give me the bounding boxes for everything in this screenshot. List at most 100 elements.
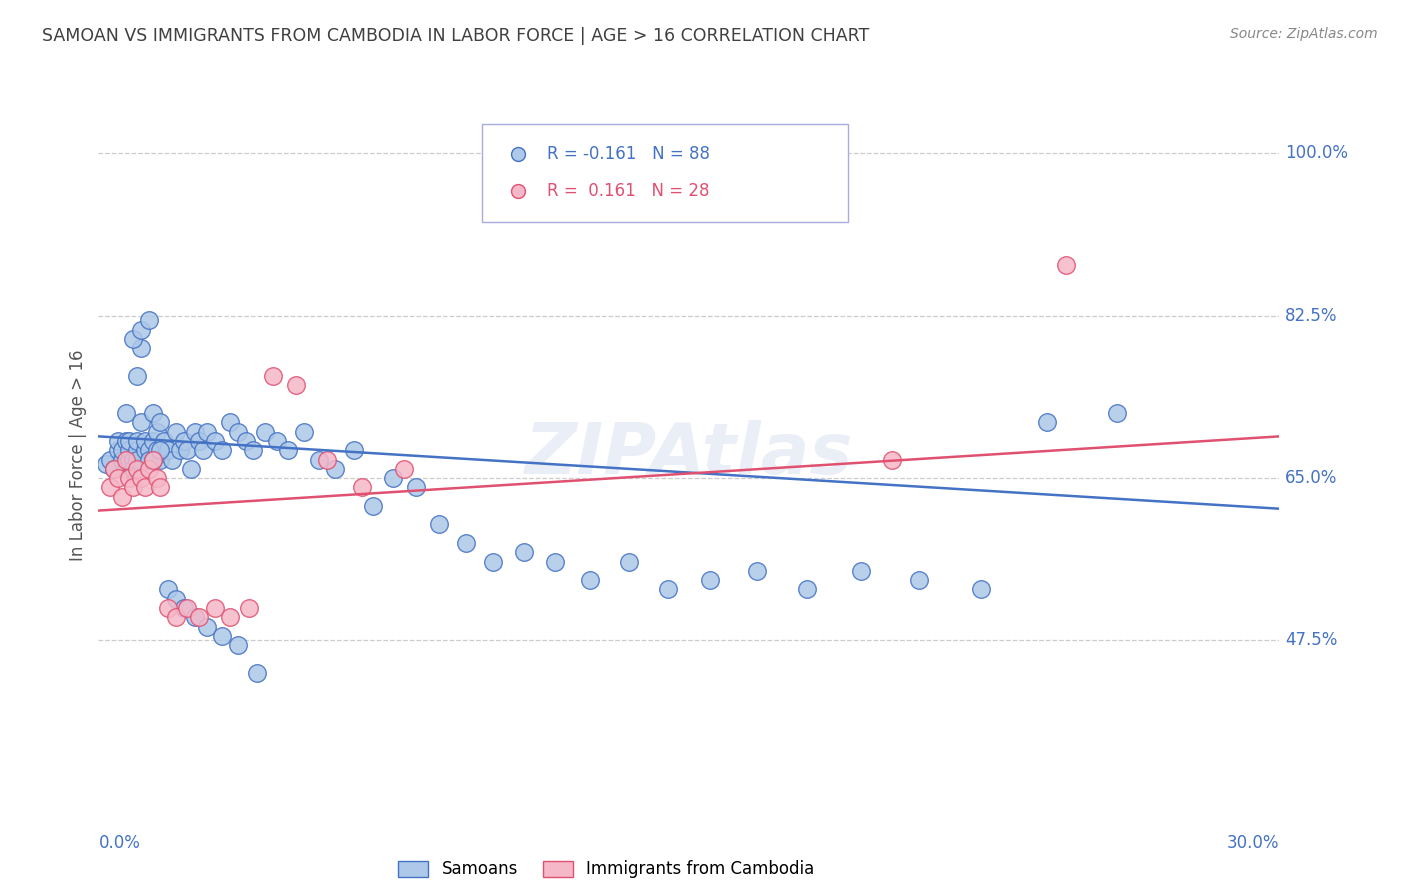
Point <box>122 452 145 467</box>
Point <box>145 471 167 485</box>
Point <box>1056 258 1078 272</box>
Point <box>188 610 211 624</box>
Point <box>138 443 160 458</box>
Point <box>284 378 307 392</box>
Point <box>544 555 567 569</box>
Point <box>165 610 187 624</box>
Point <box>107 434 129 448</box>
Point <box>188 434 211 448</box>
Text: 47.5%: 47.5% <box>1285 632 1337 649</box>
Point <box>513 545 536 559</box>
Point <box>242 443 264 458</box>
Point <box>111 443 134 458</box>
Point <box>127 443 149 458</box>
Point <box>246 665 269 680</box>
Point <box>970 582 993 597</box>
Point <box>118 452 141 467</box>
Point <box>157 443 180 458</box>
Point <box>405 480 427 494</box>
Point <box>127 452 149 467</box>
Point <box>134 443 156 458</box>
Point <box>195 619 218 633</box>
Point <box>219 610 242 624</box>
Point <box>195 425 218 439</box>
Point <box>127 462 149 476</box>
Point <box>103 462 125 476</box>
Point <box>350 480 373 494</box>
Point <box>456 536 478 550</box>
Point <box>145 443 167 458</box>
FancyBboxPatch shape <box>482 124 848 222</box>
Point <box>176 443 198 458</box>
Point <box>96 457 118 471</box>
Point <box>118 443 141 458</box>
Point <box>657 582 679 597</box>
Point <box>114 406 136 420</box>
Point <box>122 480 145 494</box>
Point <box>138 313 160 327</box>
Point <box>308 452 330 467</box>
Point <box>153 434 176 448</box>
Text: 100.0%: 100.0% <box>1285 145 1348 162</box>
Point <box>127 369 149 384</box>
Point <box>122 462 145 476</box>
Point <box>138 452 160 467</box>
Point <box>169 443 191 458</box>
Text: 82.5%: 82.5% <box>1285 307 1339 325</box>
Point <box>277 443 299 458</box>
Point <box>118 471 141 485</box>
Y-axis label: In Labor Force | Age > 16: In Labor Force | Age > 16 <box>69 349 87 561</box>
Text: 65.0%: 65.0% <box>1285 469 1337 487</box>
Point <box>191 443 214 458</box>
Text: 30.0%: 30.0% <box>1227 834 1279 852</box>
Point <box>127 434 149 448</box>
Point <box>204 434 226 448</box>
Point <box>226 638 249 652</box>
Point <box>129 341 152 355</box>
Point <box>149 452 172 467</box>
Point <box>157 601 180 615</box>
Text: R =  0.161   N = 28: R = 0.161 N = 28 <box>547 182 710 200</box>
Point <box>579 573 602 587</box>
Point <box>138 462 160 476</box>
Text: 0.0%: 0.0% <box>98 834 141 852</box>
Point <box>149 443 172 458</box>
Point <box>253 425 276 439</box>
Point <box>114 434 136 448</box>
Point <box>107 443 129 458</box>
Point <box>292 425 315 439</box>
Point <box>129 323 152 337</box>
Point <box>142 452 165 467</box>
Point <box>1105 406 1128 420</box>
Point <box>180 462 202 476</box>
Point <box>173 601 195 615</box>
Point <box>882 452 904 467</box>
Point <box>1036 416 1059 430</box>
Point <box>211 443 233 458</box>
Point <box>160 452 183 467</box>
Point <box>851 564 873 578</box>
Point <box>134 434 156 448</box>
Point <box>796 582 818 597</box>
Point <box>617 555 640 569</box>
Text: Source: ZipAtlas.com: Source: ZipAtlas.com <box>1230 27 1378 41</box>
Point <box>211 629 233 643</box>
Point <box>176 601 198 615</box>
Point <box>129 471 152 485</box>
Point <box>262 369 284 384</box>
Text: SAMOAN VS IMMIGRANTS FROM CAMBODIA IN LABOR FORCE | AGE > 16 CORRELATION CHART: SAMOAN VS IMMIGRANTS FROM CAMBODIA IN LA… <box>42 27 869 45</box>
Point <box>122 332 145 346</box>
Point <box>157 582 180 597</box>
Point <box>266 434 288 448</box>
Point <box>103 462 125 476</box>
Point <box>165 425 187 439</box>
Point <box>98 480 121 494</box>
Point <box>745 564 768 578</box>
Text: R = -0.161   N = 88: R = -0.161 N = 88 <box>547 145 710 163</box>
Point <box>149 480 172 494</box>
Point <box>908 573 931 587</box>
Point <box>98 452 121 467</box>
Point <box>111 452 134 467</box>
Point <box>238 601 260 615</box>
Point <box>142 452 165 467</box>
